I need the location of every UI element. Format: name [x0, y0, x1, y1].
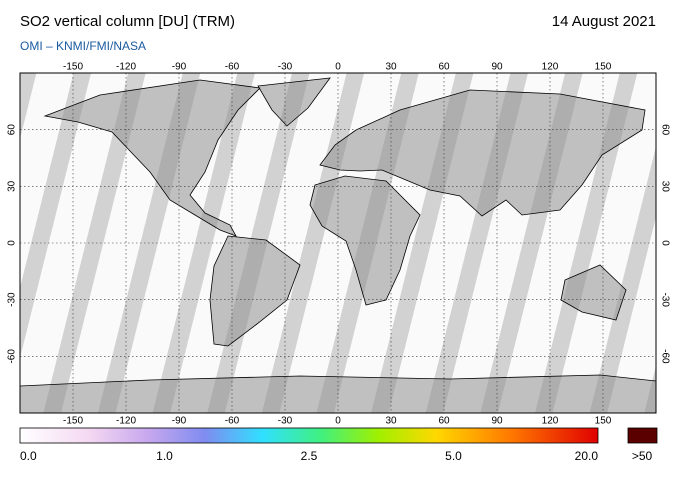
lon-label-bottom: -90: [172, 416, 187, 427]
colorbar-label: 2.5: [301, 449, 318, 463]
colorbar-label: 5.0: [445, 449, 462, 463]
map: [20, 73, 656, 413]
eurasia: [319, 89, 646, 217]
lon-label-bottom: 0: [335, 416, 341, 427]
lon-label-top: -150: [63, 62, 83, 73]
lon-label-bottom: 90: [491, 416, 503, 427]
lon-label-top: -120: [116, 62, 136, 73]
lat-label-right: -30: [659, 292, 670, 307]
lon-label-bottom: -150: [63, 416, 83, 427]
lat-label-left: 0: [7, 240, 18, 246]
lat-label-right: 60: [659, 124, 670, 136]
lat-label-left: 60: [7, 124, 18, 136]
lon-label-top: -30: [278, 62, 293, 73]
lon-label-top: 0: [335, 62, 341, 73]
lon-label-bottom: 120: [542, 416, 559, 427]
australia: [560, 264, 627, 321]
greenland: [257, 77, 331, 127]
colorbar-label: 1.0: [156, 449, 173, 463]
lon-label-bottom: 60: [438, 416, 450, 427]
lat-label-left: -30: [7, 292, 18, 307]
graticule: [20, 73, 656, 413]
colorbar-overflow: [627, 427, 658, 444]
lon-label-top: 120: [542, 62, 559, 73]
lat-label-right: 30: [659, 181, 670, 193]
lon-label-top: 90: [491, 62, 503, 73]
colorbar-overflow-label: >50: [632, 449, 653, 463]
africa: [309, 175, 421, 306]
lon-label-bottom: 150: [595, 416, 612, 427]
lat-label-right: 0: [659, 240, 670, 246]
credit: OMI – KNMI/FMI/NASA: [20, 39, 146, 53]
lon-label-top: 30: [385, 62, 397, 73]
map-frame: [19, 72, 657, 414]
date: 14 August 2021: [552, 13, 656, 30]
title: SO2 vertical column [DU] (TRM): [20, 13, 235, 30]
lon-label-bottom: -30: [278, 416, 293, 427]
lat-label-left: -60: [7, 349, 18, 364]
south-america: [209, 235, 301, 347]
lat-label-right: -60: [659, 349, 670, 364]
lat-label-left: 30: [7, 180, 18, 192]
north-america: [43, 79, 261, 237]
colorbar-label: 20.0: [575, 449, 599, 463]
lon-label-bottom: -60: [225, 416, 240, 427]
lon-label-top: 150: [595, 62, 612, 73]
lon-label-top: 60: [438, 62, 450, 73]
lon-label-bottom: 30: [385, 416, 397, 427]
colorbar-label: 0.0: [20, 449, 37, 463]
lon-label-top: -90: [172, 62, 187, 73]
colorbar: [19, 427, 599, 444]
lon-label-bottom: -120: [116, 416, 136, 427]
lon-label-top: -60: [225, 62, 240, 73]
